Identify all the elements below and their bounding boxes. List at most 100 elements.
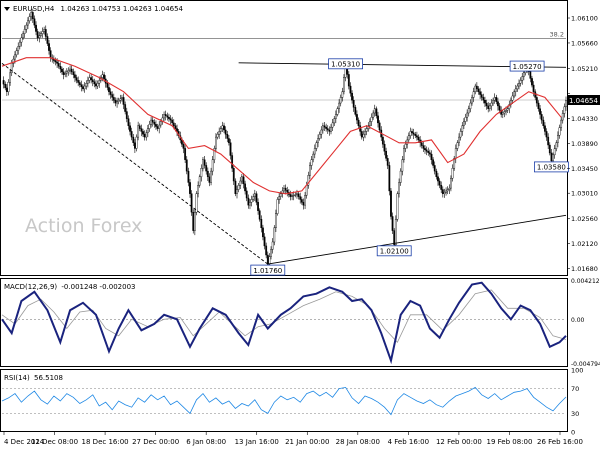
candle-body [529, 71, 532, 79]
candle-body [441, 189, 444, 194]
candle-body [231, 155, 234, 169]
candle-body [88, 77, 91, 81]
candle-body [205, 165, 208, 172]
candle-body [398, 182, 400, 194]
candle-body [265, 245, 268, 256]
candle-body [377, 115, 379, 124]
candle-body [364, 131, 366, 135]
candle-body [343, 77, 345, 92]
candle-body [221, 125, 224, 129]
candle-body [487, 105, 490, 109]
candle-body [129, 125, 131, 132]
candle-body [216, 134, 219, 138]
candle-body [70, 68, 73, 73]
candle-body [187, 170, 190, 183]
candle-body [336, 108, 339, 115]
candle-body [299, 196, 302, 200]
candle-body [493, 97, 496, 101]
rsi-layer [1, 386, 567, 416]
x-tick-label: 13 Jan 16:00 [235, 438, 279, 446]
candle-body [98, 80, 101, 84]
candle-body [552, 154, 554, 162]
candle-body [294, 194, 297, 196]
candle-body [15, 50, 18, 56]
candle-body [393, 230, 396, 246]
y-tick-label: 1.05210 [571, 65, 598, 73]
candle-body [381, 136, 384, 145]
candle-body [121, 97, 123, 100]
candle-body [255, 193, 258, 203]
candle-body [271, 241, 274, 250]
candle-body [208, 176, 211, 183]
candle-body [474, 85, 477, 92]
candle-body [124, 104, 127, 112]
candle-body [498, 105, 501, 111]
candle-body [176, 128, 178, 132]
candle-body [428, 152, 431, 155]
y-tick-label: 1.03450 [571, 165, 598, 173]
candle-body [415, 135, 418, 138]
candle-body [232, 168, 235, 182]
candle-body [437, 176, 439, 182]
candle-body [331, 122, 334, 128]
y-tick-label: 1.04330 [571, 115, 598, 123]
candle-body [119, 98, 122, 101]
candle-body [341, 91, 344, 98]
price-annotation-box [250, 264, 286, 276]
candle-body [190, 193, 193, 213]
candle-body [150, 119, 153, 125]
current-price-label: 1.04654 [569, 97, 598, 105]
candle-body [516, 85, 519, 90]
candle-body [172, 122, 175, 126]
candle-body [471, 97, 473, 104]
candle-body [242, 176, 245, 185]
candle-body [203, 159, 206, 166]
candle-body [111, 94, 114, 98]
candle-body [378, 122, 381, 131]
candle-body [61, 68, 63, 73]
candle-body [461, 125, 464, 132]
candle-body [30, 12, 33, 17]
candle-body [383, 143, 386, 152]
candle-body [325, 126, 328, 129]
candle-body [501, 112, 504, 115]
price-annotation-box [376, 245, 412, 257]
candle-body [349, 85, 352, 94]
candle-body [320, 129, 323, 135]
candle-body [407, 135, 410, 141]
rsi-y-tick-label: 70 [571, 385, 579, 393]
candle-body [490, 102, 493, 107]
candle-body [108, 87, 110, 92]
candle-body [46, 36, 49, 44]
candle-body [133, 142, 136, 149]
macd-y-tick-label: 0.00 [571, 317, 585, 324]
candle-body [262, 227, 264, 238]
candle-body [356, 114, 358, 121]
candle-body [563, 106, 566, 114]
macd-line [1, 281, 567, 365]
candle-body [390, 190, 392, 217]
candle-body [14, 54, 16, 60]
macd-readout: -0.001248 -0.002003 [61, 283, 135, 291]
candle-body [292, 195, 295, 197]
candle-body [236, 189, 238, 194]
candle-body [278, 196, 281, 200]
candle-body [485, 102, 488, 107]
candle-body [406, 139, 409, 145]
candle-body [9, 72, 12, 83]
candle-body [467, 108, 470, 114]
price-annotation-box [509, 60, 545, 72]
candle-body [508, 104, 511, 109]
candle-body [17, 46, 20, 51]
candle-body [189, 182, 191, 194]
candle-body [399, 170, 402, 183]
candle-body [339, 97, 342, 104]
candle-body [472, 91, 475, 98]
candle-body [532, 84, 535, 92]
candle-body [521, 76, 524, 81]
candle-body [404, 143, 407, 149]
candle-body [506, 108, 509, 111]
panel-menu-icon[interactable] [4, 7, 10, 11]
candle-body [151, 119, 154, 123]
